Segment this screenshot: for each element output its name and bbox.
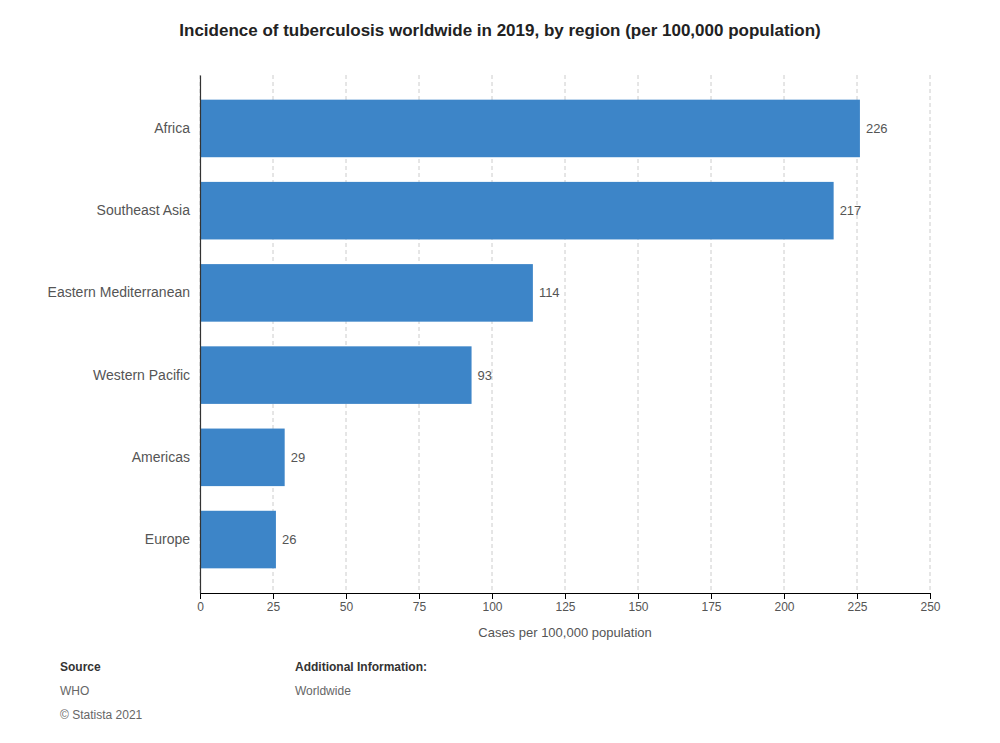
data-label: 29 (291, 450, 305, 465)
tick-mark (346, 593, 347, 599)
title: Incidence of tuberculosis worldwide in 2… (179, 21, 820, 40)
tick-label: Eastern Mediterranean (48, 284, 190, 300)
tick: 150 (628, 593, 648, 614)
bar (200, 264, 533, 322)
bars (200, 100, 860, 569)
tick: Southeast Asia (97, 202, 191, 218)
bar (200, 511, 276, 569)
tick: 125 (555, 593, 575, 614)
tick-label: 150 (628, 600, 648, 614)
tick: 250 (920, 593, 940, 614)
annotation: Worldwide (295, 684, 351, 698)
bar (200, 182, 834, 240)
tick: 200 (774, 593, 794, 614)
tick-mark (200, 593, 201, 599)
annotation: © Statista 2021 (60, 708, 143, 722)
axis-line (201, 594, 931, 600)
tick: 100 (482, 593, 502, 614)
tick-label: 175 (701, 600, 721, 614)
tick-label: Americas (132, 449, 190, 465)
tick-mark (930, 593, 931, 599)
axis-line (200, 76, 201, 594)
tick: Americas (132, 449, 190, 465)
tick-mark (638, 593, 639, 599)
grid (200, 75, 930, 593)
tick: 175 (701, 593, 721, 614)
tick: 50 (340, 593, 354, 614)
bar (200, 100, 860, 158)
tick-label: 50 (340, 600, 354, 614)
bar (200, 429, 285, 487)
footer: Source WHO © Statista 2021 Additional Infor… (60, 660, 427, 722)
tick-label: 25 (267, 600, 281, 614)
tick-label: Western Pacific (93, 367, 190, 383)
grid-line (930, 75, 931, 593)
data-label: 26 (282, 532, 296, 547)
plot: 226 217 114 93 29 26 0 25 50 75 100 125 150 175 200 225… (48, 75, 941, 640)
tick-label: 225 (847, 600, 867, 614)
tick-label: Africa (154, 120, 190, 136)
data-labels: 226 217 114 93 29 26 (282, 121, 888, 547)
tick: 0 (197, 593, 204, 614)
chart: Incidence of tuberculosis worldwide in 2… (0, 0, 1000, 743)
y-axis: Africa Southeast Asia Eastern Mediterranea… (48, 76, 201, 594)
tick-mark (565, 593, 566, 599)
tick-label: 250 (920, 600, 940, 614)
tick-mark (273, 593, 274, 599)
tick-label: Southeast Asia (97, 202, 191, 218)
tick-mark (711, 593, 712, 599)
data-label: 93 (478, 368, 492, 383)
annotation: Source (60, 660, 101, 674)
tick: Western Pacific (93, 367, 190, 383)
x-axis: 0 25 50 75 100 125 150 175 200 225 250 (197, 593, 941, 614)
tick: 225 (847, 593, 867, 614)
tick-label: 125 (555, 600, 575, 614)
tick: Europe (145, 531, 190, 547)
tick-label: Europe (145, 531, 190, 547)
tick-mark (784, 593, 785, 599)
tick: 75 (413, 593, 427, 614)
annotation: WHO (60, 684, 89, 698)
bar (200, 346, 472, 404)
tick: Eastern Mediterranean (48, 284, 190, 300)
grid-line (200, 75, 201, 593)
data-label: 114 (539, 285, 560, 300)
tick-label: 100 (482, 600, 502, 614)
tick: 25 (267, 593, 281, 614)
tick-mark (492, 593, 493, 599)
tick-label: 200 (774, 600, 794, 614)
tick-label: 0 (197, 600, 204, 614)
tick-mark (419, 593, 420, 599)
tick-mark (857, 593, 858, 599)
tick: Africa (154, 120, 190, 136)
x-axis-title: Cases per 100,000 population (478, 625, 651, 640)
annotation: Additional Information: (295, 660, 427, 674)
tick-label: 75 (413, 600, 427, 614)
data-label: 226 (866, 121, 888, 136)
data-label: 217 (840, 203, 862, 218)
